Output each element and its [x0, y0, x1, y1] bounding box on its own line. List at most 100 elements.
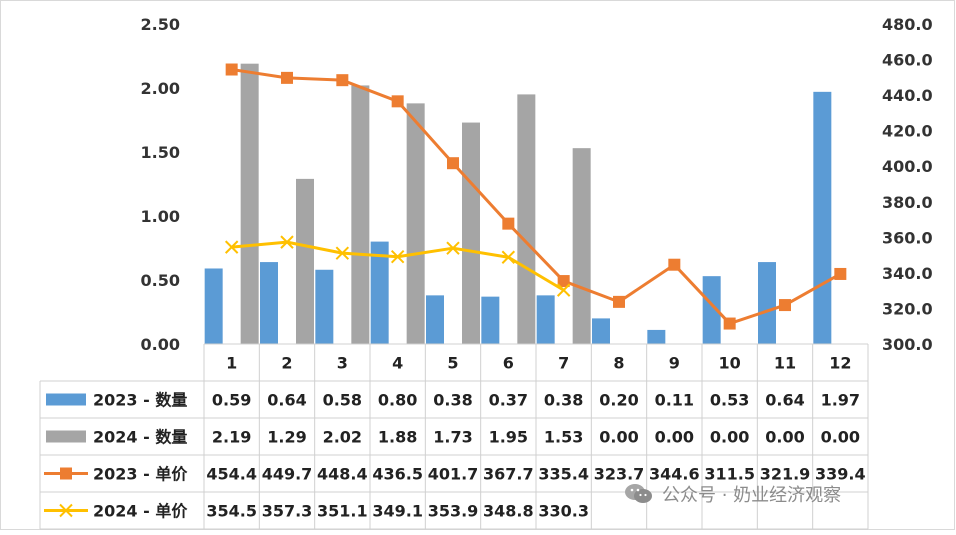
table-cell-value: 1.73 — [433, 428, 472, 447]
point-price-2024 — [556, 283, 571, 297]
table-cell-value: 0.38 — [433, 391, 472, 410]
point-price-2024 — [335, 246, 350, 260]
table-cell-value: 0.11 — [655, 391, 694, 410]
left-axis-tick-label: 0.00 — [141, 335, 180, 354]
bar-quantity-2023 — [481, 296, 500, 344]
table-cell-value: 0.00 — [821, 428, 860, 447]
bar-quantity-2023 — [370, 241, 389, 344]
table-cell-value: 454.4 — [206, 465, 257, 484]
x-axis-category-label: 1 — [226, 354, 237, 373]
point-price-2023 — [225, 63, 238, 76]
point-price-2024 — [501, 250, 516, 264]
right-axis-tick-label: 300.0 — [882, 335, 933, 354]
bar-quantity-2023 — [204, 268, 223, 344]
x-axis-category-label: 2 — [281, 354, 292, 373]
x-axis-category-label: 7 — [558, 354, 569, 373]
table-cell-value: 0.64 — [267, 391, 306, 410]
legend-label: 2024 - 数量 — [93, 428, 187, 447]
x-axis-category-label: 5 — [447, 354, 458, 373]
point-price-2023 — [668, 258, 681, 271]
right-axis-tick-label: 400.0 — [882, 157, 933, 176]
point-price-2024 — [280, 235, 294, 249]
table-cell-value: 1.29 — [267, 428, 306, 447]
bar-quantity-2024 — [517, 94, 536, 345]
legend-key-marker — [60, 467, 72, 480]
right-axis-tick-label: 380.0 — [882, 193, 933, 212]
table-cell-value: 448.4 — [317, 465, 368, 484]
bar-quantity-2024 — [572, 148, 591, 344]
bar-quantity-2024 — [406, 103, 425, 344]
table-cell-value: 311.5 — [704, 465, 755, 484]
left-axis-tick-label: 2.50 — [141, 15, 180, 34]
watermark-text: 公众号 · 奶业经济观察 — [662, 485, 842, 506]
series-line-price-2023 — [231, 68, 842, 326]
left-axis-tick-label: 1.00 — [141, 207, 180, 226]
table-cell-value: 1.53 — [544, 428, 583, 447]
x-axis-category-label: 10 — [719, 354, 741, 373]
legend-key-bar — [46, 430, 86, 443]
watermark: 公众号 · 奶业经济观察 — [624, 478, 841, 510]
table-cell-value: 1.95 — [489, 428, 528, 447]
point-price-2023 — [502, 217, 515, 230]
table-cell-value: 330.3 — [538, 502, 589, 521]
table-cell-value: 0.38 — [544, 391, 583, 410]
table-cell-value: 351.1 — [317, 502, 368, 521]
table-cell-value: 344.6 — [649, 465, 700, 484]
right-axis-tick-label: 360.0 — [882, 228, 933, 247]
point-price-2023 — [779, 299, 791, 312]
table-cell-value: 0.00 — [765, 428, 804, 447]
bar-quantity-2023 — [647, 329, 666, 344]
table-cell-value: 0.00 — [599, 428, 638, 447]
left-axis-tick-label: 2.00 — [141, 79, 180, 98]
bar-quantity-2024 — [351, 85, 370, 344]
table-cell-value: 0.59 — [212, 391, 251, 410]
point-price-2024 — [390, 250, 405, 264]
table-cell-value: 436.5 — [372, 465, 423, 484]
table-cell-value: 0.58 — [323, 391, 362, 410]
right-axis-tick-label: 460.0 — [882, 51, 933, 70]
legend-label: 2024 - 单价 — [93, 502, 188, 521]
right-axis-tick-label: 440.0 — [882, 86, 933, 105]
bar-quantity-2023 — [315, 269, 334, 344]
table-cell-value: 323.7 — [594, 465, 645, 484]
right-axis-tick-label: 420.0 — [882, 122, 933, 141]
table-cell-value: 0.20 — [599, 391, 638, 410]
legend-key-marker — [59, 503, 73, 518]
table-cell-value: 0.37 — [489, 391, 528, 410]
bar-quantity-2023 — [426, 295, 444, 344]
left-axis-tick-label: 1.50 — [141, 143, 180, 162]
bar-quantity-2023 — [758, 262, 776, 344]
table-cell-value: 353.9 — [428, 502, 479, 521]
x-axis-category-label: 12 — [829, 354, 851, 373]
table-cell-value: 1.88 — [378, 428, 417, 447]
bar-quantity-2023 — [536, 295, 555, 344]
bar-quantity-2024 — [296, 178, 314, 344]
point-price-2024 — [446, 241, 460, 255]
bar-quantity-2023 — [702, 276, 721, 344]
point-price-2023 — [613, 295, 625, 308]
bar-quantity-2024 — [240, 63, 259, 345]
table-cell-value: 449.7 — [262, 465, 313, 484]
table-cell-value: 357.3 — [262, 502, 313, 521]
series-line-price-2024 — [231, 240, 565, 292]
wechat-icon — [625, 484, 652, 503]
table-cell-value: 349.1 — [372, 502, 423, 521]
right-axis-tick-label: 340.0 — [882, 264, 933, 283]
table-cell-value: 367.7 — [483, 465, 534, 484]
right-axis-tick-label: 320.0 — [882, 299, 933, 318]
legend-key-bar — [46, 393, 86, 406]
bar-quantity-2023 — [592, 318, 610, 344]
table-cell-value: 354.5 — [206, 502, 257, 521]
x-axis-category-label: 6 — [503, 354, 514, 373]
table-cell-value: 401.7 — [428, 465, 479, 484]
table-cell-value: 0.80 — [378, 391, 417, 410]
point-price-2023 — [557, 275, 570, 288]
table-cell-value: 0.53 — [710, 391, 749, 410]
table-cell-value: 0.00 — [655, 428, 694, 447]
table-cell-value: 2.19 — [212, 428, 251, 447]
table-cell-value: 0.64 — [765, 391, 804, 410]
legend-label: 2023 - 单价 — [93, 465, 188, 484]
x-axis-category-label: 11 — [774, 354, 796, 373]
point-price-2023 — [447, 157, 459, 170]
